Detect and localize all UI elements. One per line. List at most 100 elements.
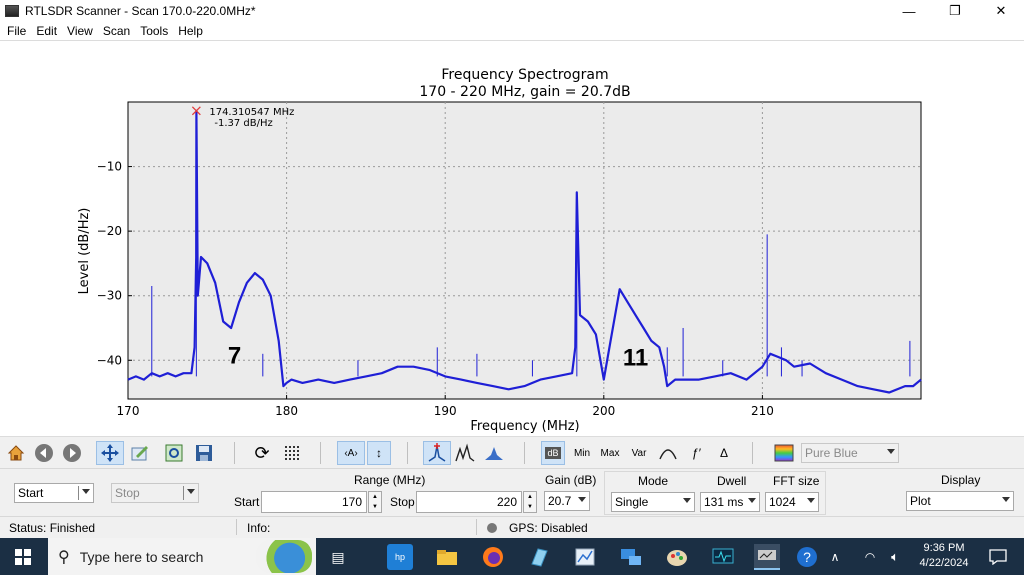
start-freq-stepper[interactable]: ▲ ▼: [368, 491, 382, 513]
color-map-select[interactable]: Pure Blue: [801, 443, 899, 463]
title-bar: RTLSDR Scanner - Scan 170.0-220.0MHz* — …: [0, 0, 1024, 22]
y-tick-label: −20: [97, 224, 122, 238]
minimize-button[interactable]: —: [902, 3, 916, 19]
peak-icon[interactable]: [423, 441, 451, 465]
pan-icon[interactable]: [96, 441, 124, 465]
network-app-icon[interactable]: [618, 544, 644, 570]
y-tick-label: −10: [97, 160, 122, 174]
app-window: RTLSDR Scanner - Scan 170.0-220.0MHz* — …: [0, 0, 1024, 538]
notes-app-icon[interactable]: [526, 544, 552, 570]
tray-chevron-up-icon[interactable]: ∧: [830, 550, 840, 564]
var-button[interactable]: Var: [631, 447, 647, 459]
taskbar-search-input[interactable]: ⚲ Type here to search: [48, 538, 316, 575]
spectrum-chart[interactable]: Frequency Spectrogram 170 - 220 MHz, gai…: [0, 41, 1024, 437]
maximize-button[interactable]: ❐: [949, 3, 961, 18]
chevron-down-icon: [887, 449, 895, 454]
spectrum-plot-area[interactable]: Frequency Spectrogram 170 - 220 MHz, gai…: [0, 40, 1024, 436]
chevron-down-icon: [683, 498, 691, 503]
y-tick-label: −40: [97, 353, 122, 367]
x-tick-label: 190: [434, 404, 457, 418]
fill-icon[interactable]: [482, 441, 506, 465]
firefox-icon[interactable]: [480, 544, 506, 570]
refresh-icon[interactable]: ⟳: [254, 442, 270, 463]
fit-y-icon[interactable]: ↕: [367, 441, 391, 465]
dwell-select[interactable]: 131 ms: [700, 492, 760, 512]
display-select[interactable]: Plot: [906, 491, 1014, 511]
start-freq-input[interactable]: 170: [261, 491, 367, 513]
menu-edit[interactable]: Edit: [36, 24, 58, 38]
y-tick-label: −30: [97, 289, 122, 303]
smooth-icon[interactable]: [656, 441, 680, 465]
spectrum-trace: [127, 109, 922, 394]
monitor-app-icon[interactable]: [710, 544, 736, 570]
home-icon[interactable]: [4, 441, 28, 465]
peak-marker: [191, 106, 201, 116]
chevron-down-icon: [748, 498, 756, 503]
chevron-down-icon: [1002, 497, 1010, 502]
menu-bar: File Edit View Scan Tools Help: [0, 22, 1024, 40]
peaks-icon[interactable]: [453, 441, 477, 465]
forward-icon[interactable]: [60, 441, 84, 465]
zoom-fit-icon[interactable]: [162, 441, 186, 465]
menu-file[interactable]: File: [7, 24, 27, 38]
wifi-icon[interactable]: ◠: [864, 550, 876, 564]
taskbar-clock[interactable]: 9:36 PM 4/22/2024: [912, 541, 976, 571]
close-button[interactable]: ✕: [995, 3, 1007, 18]
search-icon: ⚲: [58, 548, 70, 566]
start-label: Start: [234, 495, 260, 509]
back-icon[interactable]: [32, 441, 56, 465]
save-icon[interactable]: [192, 441, 216, 465]
db-button[interactable]: dB: [541, 441, 565, 465]
gain-label: Gain (dB): [545, 473, 597, 487]
derivative-icon[interactable]: ƒ′: [691, 446, 701, 460]
task-view-icon[interactable]: ▤: [331, 548, 345, 565]
x-tick-label: 170: [117, 404, 140, 418]
mode-select[interactable]: Single: [611, 492, 695, 512]
svg-text:?: ?: [803, 549, 811, 565]
menu-scan[interactable]: Scan: [102, 24, 131, 38]
volume-icon[interactable]: 🔈︎: [891, 549, 899, 564]
x-tick-label: 210: [751, 404, 774, 418]
chevron-down-icon: [578, 497, 586, 502]
color-map-icon: [772, 441, 796, 465]
menu-tools[interactable]: Tools: [140, 24, 169, 38]
configure-icon[interactable]: [128, 441, 152, 465]
fft-size-label: FFT size: [773, 474, 820, 488]
display-label: Display: [941, 473, 981, 487]
x-tick-label: 200: [592, 404, 615, 418]
chart-title: Frequency Spectrogram: [441, 67, 608, 83]
stop-freq-stepper[interactable]: ▲ ▼: [523, 491, 537, 513]
delta-button[interactable]: Δ: [719, 446, 728, 460]
menu-help[interactable]: Help: [178, 24, 203, 38]
windows-start-icon[interactable]: [10, 544, 36, 570]
grid-icon[interactable]: [280, 441, 304, 465]
file-explorer-icon[interactable]: [434, 544, 460, 570]
annotation-label: 7: [228, 342, 241, 369]
annotation-label: 11: [623, 344, 648, 371]
chart-subtitle: 170 - 220 MHz, gain = 20.7dB: [419, 84, 630, 100]
notifications-icon[interactable]: [985, 544, 1011, 570]
myhp-icon[interactable]: hp: [387, 544, 413, 570]
rtlsdr-scanner-taskbar-icon[interactable]: [754, 544, 780, 570]
max-button[interactable]: Max: [600, 447, 620, 459]
paint-app-icon[interactable]: [664, 544, 690, 570]
min-button[interactable]: Min: [573, 447, 591, 459]
menu-view[interactable]: View: [67, 24, 93, 38]
fit-x-icon[interactable]: ‹A›: [337, 441, 365, 465]
start-button[interactable]: Start: [14, 483, 94, 503]
chart-app-icon[interactable]: [572, 544, 598, 570]
chevron-down-icon: [82, 489, 90, 494]
stop-label: Stop: [390, 495, 415, 509]
status-text: Status: Finished: [9, 520, 96, 535]
status-bar: Status: Finished Info: GPS: Disabled: [0, 516, 1024, 538]
stop-freq-input[interactable]: 220: [416, 491, 522, 513]
search-highlight-icon: [256, 540, 312, 573]
window-title: RTLSDR Scanner - Scan 170.0-220.0MHz*: [25, 4, 256, 18]
app-icon: [5, 5, 19, 17]
stop-button[interactable]: Stop: [111, 483, 199, 503]
mode-label: Mode: [638, 474, 669, 488]
chevron-down-icon: [187, 489, 195, 494]
fft-size-select[interactable]: 1024: [765, 492, 819, 512]
help-icon[interactable]: ?: [794, 544, 820, 570]
gain-select[interactable]: 20.7: [544, 491, 590, 511]
